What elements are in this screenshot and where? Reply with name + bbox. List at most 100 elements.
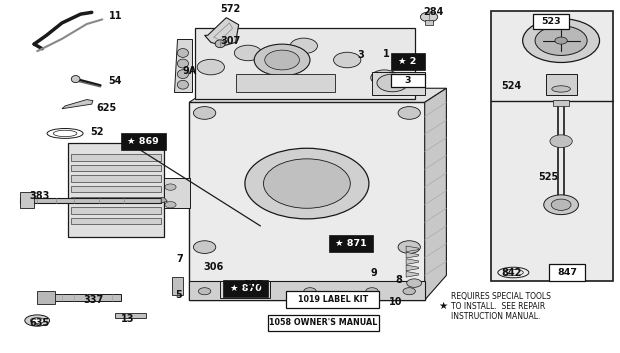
Polygon shape [115,313,146,318]
Bar [189,102,425,300]
Circle shape [165,184,176,190]
Text: 52: 52 [90,127,104,137]
Circle shape [398,107,420,119]
Ellipse shape [71,76,80,83]
Bar [71,154,161,161]
Circle shape [403,288,415,295]
Polygon shape [174,39,192,92]
Ellipse shape [237,288,246,295]
Bar [71,186,161,192]
Text: 54: 54 [108,76,122,86]
Circle shape [551,199,571,210]
Bar [546,74,577,95]
Circle shape [544,195,578,215]
Text: 3: 3 [358,50,365,60]
Polygon shape [161,198,167,203]
Polygon shape [425,88,446,300]
Circle shape [265,50,299,70]
Polygon shape [220,281,270,298]
Bar [121,133,166,150]
Text: 1058 OWNER'S MANUAL: 1058 OWNER'S MANUAL [270,318,378,328]
Text: 3: 3 [404,76,411,85]
Circle shape [254,44,310,76]
Ellipse shape [215,40,225,48]
Text: ★ 871: ★ 871 [335,239,367,248]
Text: ★ 2: ★ 2 [399,57,417,66]
Bar [533,14,569,29]
Text: 284: 284 [423,7,444,17]
Circle shape [377,74,408,92]
Text: 337: 337 [84,295,104,305]
Text: 5: 5 [175,290,182,300]
Polygon shape [406,246,419,252]
Circle shape [234,45,262,61]
Text: 307: 307 [243,280,264,290]
Circle shape [290,38,317,54]
Text: REQUIRES SPECIAL TOOLS
TO INSTALL.  SEE REPAIR
INSTRUCTION MANUAL.: REQUIRES SPECIAL TOOLS TO INSTALL. SEE R… [451,292,551,321]
Circle shape [242,288,254,295]
Bar [491,11,613,281]
Polygon shape [37,291,55,304]
Bar [71,175,161,182]
Text: 9A: 9A [183,66,197,76]
Text: 625: 625 [96,103,117,113]
Polygon shape [406,265,419,271]
Bar [195,28,415,99]
Circle shape [523,19,600,62]
Circle shape [398,241,420,253]
Polygon shape [53,294,121,301]
Text: 635: 635 [30,318,50,328]
Bar [164,178,190,208]
Bar [189,281,425,300]
Polygon shape [406,252,419,258]
Text: 8: 8 [396,275,402,285]
Text: 7: 7 [177,255,184,264]
Text: 11: 11 [108,11,122,21]
Text: 1019 LABEL KIT: 1019 LABEL KIT [298,295,368,304]
Circle shape [366,288,378,295]
Bar [71,197,161,203]
Ellipse shape [177,70,188,79]
Bar [268,315,379,331]
Polygon shape [406,271,419,277]
Polygon shape [425,20,433,25]
Ellipse shape [177,80,188,89]
Circle shape [334,52,361,68]
Circle shape [193,241,216,253]
Text: eReplacementParts.com: eReplacementParts.com [188,181,332,193]
Ellipse shape [30,318,44,323]
Ellipse shape [552,86,570,92]
Polygon shape [20,198,161,203]
Text: 524: 524 [501,82,521,91]
Text: 525: 525 [538,172,559,181]
Text: 307: 307 [220,36,241,46]
Polygon shape [172,277,183,295]
Polygon shape [20,192,34,208]
Circle shape [197,59,224,75]
Ellipse shape [177,48,188,57]
Bar [71,165,161,171]
Polygon shape [236,74,335,92]
Bar [71,218,161,224]
Ellipse shape [25,315,50,326]
Polygon shape [189,88,446,102]
Bar [372,72,425,95]
Bar [71,207,161,214]
Bar [553,100,569,106]
Text: 842: 842 [501,268,521,277]
Circle shape [550,135,572,148]
Circle shape [245,148,369,219]
Circle shape [420,12,438,22]
Text: 523: 523 [541,17,561,26]
Circle shape [193,107,216,119]
Polygon shape [406,259,419,264]
Circle shape [165,202,176,208]
Circle shape [371,70,398,85]
Bar [286,291,379,308]
Text: 847: 847 [557,268,577,277]
Ellipse shape [177,59,188,68]
Text: 9: 9 [371,268,378,277]
Text: ★: ★ [439,301,448,311]
Ellipse shape [555,37,567,44]
Polygon shape [205,18,239,46]
